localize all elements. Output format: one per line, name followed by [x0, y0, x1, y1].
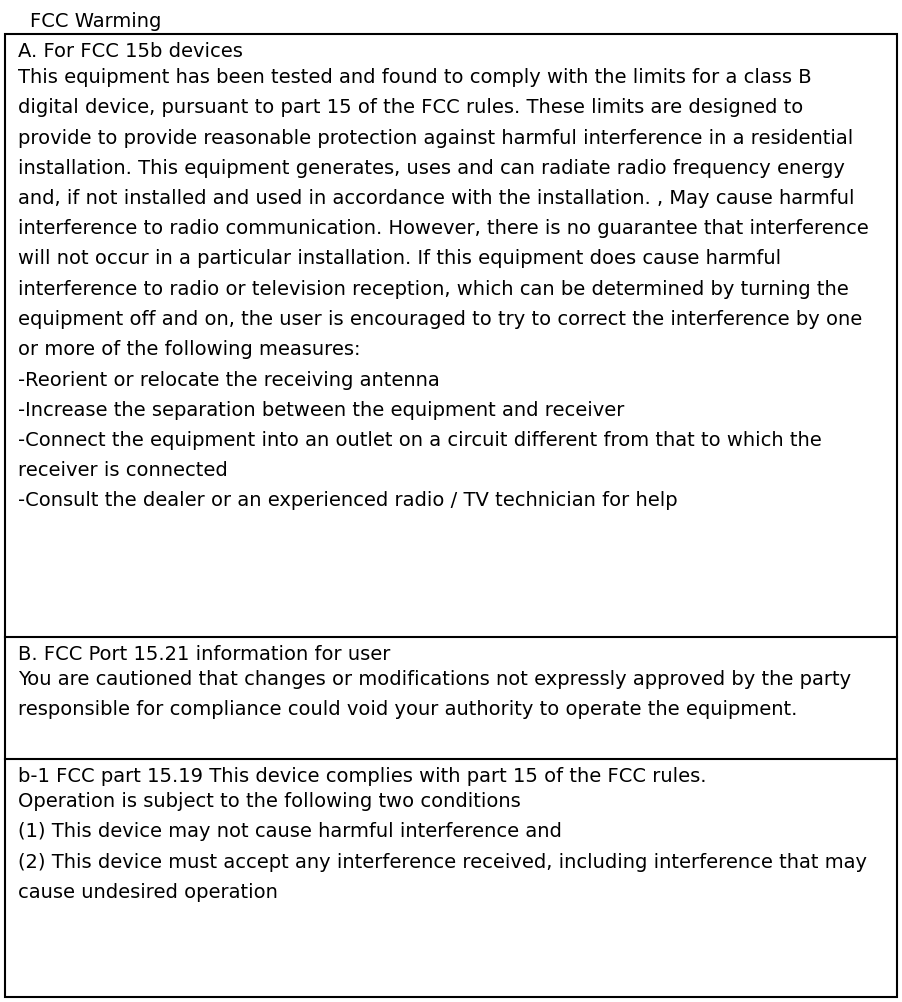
Text: b-1 FCC part 15.19 This device complies with part 15 of the FCC rules.: b-1 FCC part 15.19 This device complies …: [18, 767, 706, 786]
Text: Operation is subject to the following two conditions
(1) This device may not cau: Operation is subject to the following tw…: [18, 792, 867, 901]
Text: A. For FCC 15b devices: A. For FCC 15b devices: [18, 42, 243, 61]
Text: You are cautioned that changes or modifications not expressly approved by the pa: You are cautioned that changes or modifi…: [18, 669, 851, 718]
Text: B. FCC Port 15.21 information for user: B. FCC Port 15.21 information for user: [18, 644, 391, 663]
Text: FCC Warming: FCC Warming: [30, 12, 161, 31]
Text: This equipment has been tested and found to comply with the limits for a class B: This equipment has been tested and found…: [18, 68, 869, 510]
